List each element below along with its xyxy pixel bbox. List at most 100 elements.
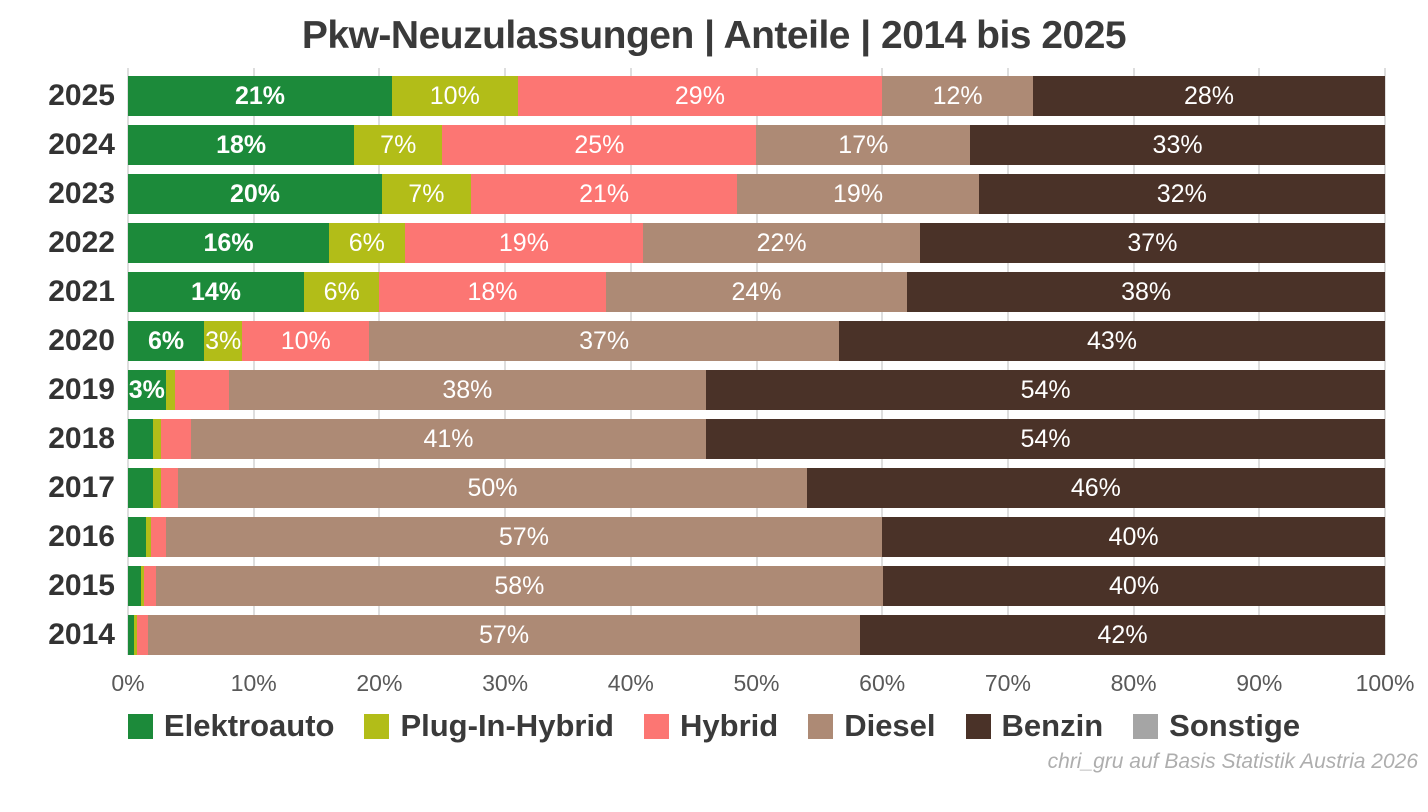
bar-row-2022: 2022 16% 6% 19% 22% 37% xyxy=(0,223,1428,263)
segment-value-label: 43% xyxy=(1086,326,1137,355)
segment-diesel-2025: 12% xyxy=(882,76,1033,116)
legend-swatch-benzin xyxy=(965,713,991,739)
segment-hybrid-2018 xyxy=(160,419,191,459)
segment-value-label: 41% xyxy=(423,424,474,453)
segment-value-label: 14% xyxy=(190,277,241,306)
segment-benzin-2024: 33% xyxy=(970,125,1385,165)
bar-row-2025: 2025 21% 10% 29% 12% 28% xyxy=(0,76,1428,116)
bar-row-2014: 2014 57% 42% xyxy=(0,615,1428,655)
bar-row-2019: 2019 3% 38% 54% xyxy=(0,370,1428,410)
legend-label: Diesel xyxy=(844,708,936,743)
segment-diesel-2014: 57% xyxy=(147,615,861,655)
segment-elektroauto-2016 xyxy=(128,517,146,557)
segment-value-label: 20% xyxy=(229,179,280,208)
segment-value-label: 6% xyxy=(348,228,385,257)
segment-benzin-2018: 54% xyxy=(706,419,1385,459)
segment-benzin-2016: 40% xyxy=(882,517,1385,557)
legend-swatch-sonstige xyxy=(1133,713,1159,739)
stacked-bar-2023: 20% 7% 21% 19% 32% xyxy=(128,174,1385,214)
stacked-bar-2025: 21% 10% 29% 12% 28% xyxy=(128,76,1385,116)
segment-value-label: 19% xyxy=(498,228,549,257)
segment-value-label: 38% xyxy=(1121,277,1172,306)
gridline xyxy=(252,68,255,655)
stacked-bar-2016: 57% 40% xyxy=(128,517,1385,557)
bar-row-2021: 2021 14% 6% 18% 24% 38% xyxy=(0,272,1428,312)
x-tick: 20% xyxy=(356,670,403,696)
segment-benzin-2019: 54% xyxy=(706,370,1385,410)
segment-diesel-2019: 38% xyxy=(228,370,707,410)
segment-value-label: 38% xyxy=(442,375,493,404)
segment-value-label: 37% xyxy=(1127,228,1178,257)
year-label-2014: 2014 xyxy=(48,618,115,651)
segment-value-label: 21% xyxy=(234,81,285,110)
segment-hybrid-2016 xyxy=(150,517,166,557)
stacked-bar-2014: 57% 42% xyxy=(128,615,1385,655)
segment-value-label: 10% xyxy=(429,81,480,110)
bar-row-2018: 2018 41% 54% xyxy=(0,419,1428,459)
segment-value-label: 54% xyxy=(1020,424,1071,453)
legend-item-sonstige: Sonstige xyxy=(1133,708,1300,744)
segment-hybrid-2023: 21% xyxy=(470,174,738,214)
segment-plug-in-hybrid-2021: 6% xyxy=(303,272,380,312)
segment-value-label: 46% xyxy=(1070,473,1121,502)
segment-value-label: 58% xyxy=(494,571,545,600)
segment-value-label: 29% xyxy=(674,81,725,110)
segment-benzin-2014: 42% xyxy=(860,615,1385,655)
legend-swatch-plug-in-hybrid xyxy=(364,713,390,739)
segment-plug-in-hybrid-2017 xyxy=(153,468,161,508)
x-tick: 10% xyxy=(230,670,277,696)
segment-elektroauto-2020: 6% xyxy=(128,321,205,361)
segment-hybrid-2022: 19% xyxy=(404,223,644,263)
segment-plug-in-hybrid-2024: 7% xyxy=(354,125,443,165)
legend-item-benzin: Benzin xyxy=(965,708,1104,744)
year-label-2019: 2019 xyxy=(48,373,115,406)
segment-diesel-2023: 19% xyxy=(737,174,979,214)
legend-label: Benzin xyxy=(1001,708,1104,743)
legend-swatch-elektroauto xyxy=(127,713,153,739)
segment-value-label: 21% xyxy=(579,179,630,208)
segment-benzin-2023: 32% xyxy=(978,174,1385,214)
segment-elektroauto-2019: 3% xyxy=(128,370,166,410)
segment-value-label: 18% xyxy=(467,277,518,306)
segment-value-label: 7% xyxy=(408,179,445,208)
segment-plug-in-hybrid-2014 xyxy=(134,615,137,655)
segment-value-label: 17% xyxy=(838,130,889,159)
segment-value-label: 22% xyxy=(756,228,807,257)
stacked-bar-2019: 3% 38% 54% xyxy=(128,370,1385,410)
year-label-2018: 2018 xyxy=(48,422,115,455)
segment-diesel-2020: 37% xyxy=(369,321,839,361)
segment-hybrid-2020: 10% xyxy=(242,321,370,361)
segment-elektroauto-2022: 16% xyxy=(128,223,330,263)
segment-elektroauto-2015 xyxy=(128,566,141,606)
segment-value-label: 18% xyxy=(216,130,267,159)
segment-value-label: 57% xyxy=(498,522,549,551)
bar-row-2016: 2016 57% 40% xyxy=(0,517,1428,557)
x-tick: 50% xyxy=(733,670,780,696)
year-label-2017: 2017 xyxy=(48,471,115,504)
segment-elektroauto-2018 xyxy=(128,419,154,459)
segment-benzin-2025: 28% xyxy=(1033,76,1385,116)
gridline xyxy=(881,68,884,655)
segment-hybrid-2014 xyxy=(136,615,148,655)
segment-value-label: 40% xyxy=(1108,522,1159,551)
segment-elektroauto-2021: 14% xyxy=(128,272,304,312)
gridline xyxy=(127,68,129,655)
segment-plug-in-hybrid-2016 xyxy=(145,517,151,557)
year-label-2024: 2024 xyxy=(48,128,115,161)
segment-hybrid-2019 xyxy=(174,370,229,410)
stacked-bar-2024: 18% 7% 25% 17% 33% xyxy=(128,125,1385,165)
x-tick: 30% xyxy=(482,670,529,696)
segment-diesel-2015: 58% xyxy=(155,566,884,606)
segment-benzin-2020: 43% xyxy=(839,321,1385,361)
segment-value-label: 3% xyxy=(205,326,242,355)
bar-row-2015: 2015 58% 40% xyxy=(0,566,1428,606)
gridline xyxy=(1384,68,1386,655)
legend-label: Hybrid xyxy=(680,708,779,743)
bar-row-2017: 2017 50% 46% xyxy=(0,468,1428,508)
legend-item-plug-in-hybrid: Plug-In-Hybrid xyxy=(364,708,614,744)
segment-elektroauto-2017 xyxy=(128,468,154,508)
legend-item-hybrid: Hybrid xyxy=(644,708,778,744)
segment-elektroauto-2025: 21% xyxy=(128,76,392,116)
x-tick: 80% xyxy=(1110,670,1157,696)
chart-title: Pkw-Neuzulassungen | Anteile | 2014 bis … xyxy=(301,14,1127,57)
